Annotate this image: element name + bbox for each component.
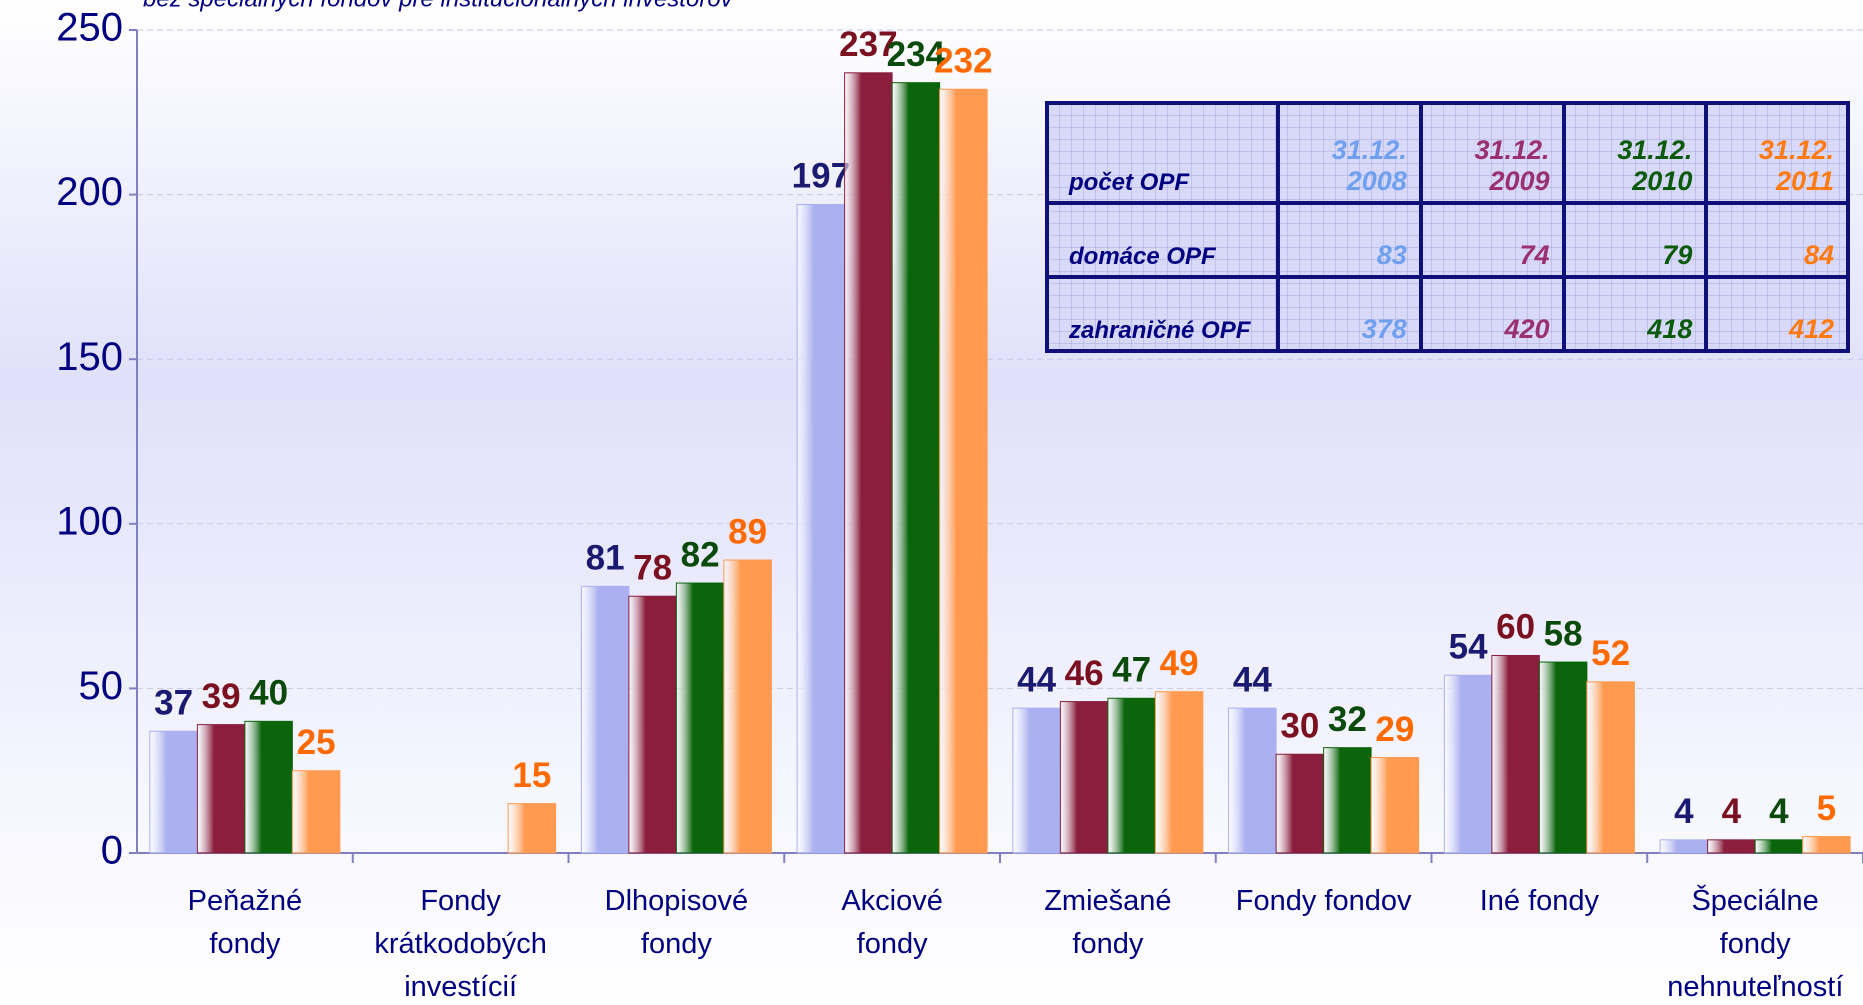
y-tick-label: 150 — [56, 335, 123, 379]
value-label: 30 — [1280, 706, 1319, 745]
value-label: 81 — [586, 539, 625, 578]
table-cell: 420 — [1418, 275, 1566, 353]
bar — [1107, 697, 1156, 854]
bar — [1012, 707, 1061, 854]
table-cell: 31.12. 2011 — [1704, 101, 1850, 205]
info-table: počet OPF 31.12. 2008 31.12. 2009 31.12. 20… — [1045, 101, 1850, 353]
bar — [1275, 753, 1325, 854]
value-label: 78 — [633, 548, 672, 587]
x-tick-label: Akciové fondy — [841, 885, 943, 960]
bar — [628, 595, 677, 854]
x-tick-label: Peňažné fondy — [187, 885, 303, 960]
table-cell: 84 — [1704, 201, 1850, 279]
value-label: 232 — [934, 42, 992, 81]
value-label: 197 — [792, 157, 850, 196]
table-cell: domáce OPF — [1045, 201, 1280, 279]
bar — [1491, 654, 1540, 854]
value-label: 29 — [1375, 710, 1414, 749]
bar — [675, 582, 725, 854]
bar — [1059, 701, 1109, 854]
value-label: 52 — [1591, 634, 1630, 673]
value-label: 54 — [1449, 627, 1488, 666]
bar — [1538, 661, 1588, 854]
table-cell: 83 — [1276, 201, 1423, 279]
x-tick-label: Fondy fondov — [1235, 885, 1412, 917]
value-label: 4 — [1722, 792, 1742, 831]
bar — [1370, 757, 1420, 854]
bar — [1323, 747, 1372, 854]
bar — [1154, 691, 1204, 854]
value-label: 49 — [1160, 644, 1199, 683]
bar — [291, 770, 341, 854]
subtitle: bez špeciálnych fondov pre inštitucionál… — [143, 0, 735, 12]
table-cell: 31.12. 2008 — [1276, 101, 1423, 205]
bar — [149, 730, 198, 854]
value-label: 60 — [1496, 608, 1535, 647]
bar — [1707, 839, 1756, 854]
bar — [1754, 839, 1804, 854]
bar — [796, 203, 846, 854]
value-label: 44 — [1233, 660, 1272, 699]
value-label: 47 — [1112, 651, 1151, 690]
bar — [1659, 839, 1709, 854]
bar — [723, 559, 772, 854]
x-tick-label: Fondy krátkodobých investícií — [374, 885, 547, 1003]
value-label: 5 — [1817, 789, 1836, 828]
value-label: 89 — [728, 512, 767, 551]
table-cell: 378 — [1276, 275, 1423, 353]
value-label: 40 — [249, 674, 288, 713]
table-cell: 74 — [1418, 201, 1566, 279]
value-label: 237 — [839, 25, 897, 64]
table-cell: zahraničné OPF — [1045, 275, 1280, 353]
table-cell: 31.12. 2009 — [1418, 101, 1566, 205]
value-label: 25 — [297, 723, 336, 762]
bar — [1586, 681, 1635, 854]
y-tick-label: 250 — [56, 6, 123, 50]
value-label: 4 — [1769, 792, 1789, 831]
bar — [1443, 674, 1493, 854]
table-cell: 79 — [1561, 201, 1709, 279]
value-label: 44 — [1017, 660, 1056, 699]
table-cell: počet OPF — [1045, 101, 1280, 205]
bar — [507, 803, 557, 854]
bar — [891, 82, 941, 854]
table-cell: 418 — [1561, 275, 1709, 353]
value-label: 46 — [1065, 654, 1104, 693]
value-label: 37 — [154, 683, 193, 722]
bar — [1228, 707, 1277, 854]
value-label: 15 — [512, 756, 551, 795]
y-tick-label: 0 — [101, 829, 123, 873]
y-tick-label: 200 — [56, 170, 123, 214]
bar — [1802, 836, 1851, 854]
value-label: 234 — [887, 35, 946, 74]
x-tick-label: Iné fondy — [1479, 885, 1600, 917]
bar — [844, 72, 893, 854]
x-tick-label: Zmiešané fondy — [1044, 885, 1172, 960]
value-label: 39 — [202, 677, 241, 716]
value-label: 58 — [1544, 614, 1583, 653]
bar — [939, 88, 988, 854]
bar — [196, 724, 246, 854]
bar — [244, 720, 293, 854]
y-tick-label: 50 — [79, 664, 124, 708]
table-cell: 412 — [1704, 275, 1850, 353]
table-cell: 31.12. 2010 — [1561, 101, 1709, 205]
x-tick-label: Špeciálne fondy nehnuteľností — [1667, 885, 1844, 1003]
value-label: 32 — [1328, 700, 1367, 739]
x-tick-label: Dlhopisové fondy — [604, 885, 749, 960]
bar — [580, 585, 630, 854]
y-tick-label: 100 — [56, 499, 123, 543]
value-label: 82 — [681, 535, 720, 574]
value-label: 4 — [1674, 792, 1694, 831]
